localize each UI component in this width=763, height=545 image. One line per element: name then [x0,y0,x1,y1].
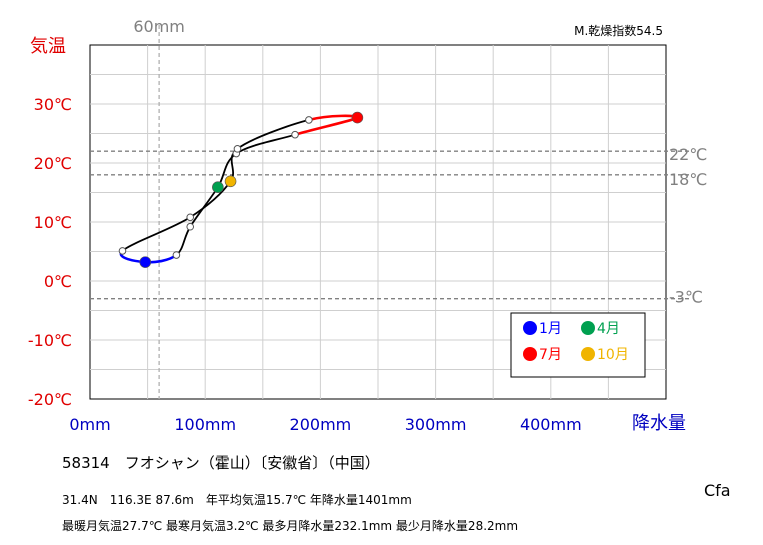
series-segment [236,119,310,150]
grid [90,45,666,399]
month-point-11 [186,213,195,222]
y-tick-label: -20℃ [28,390,72,409]
month-point-3 [186,222,195,231]
month-point-9 [233,145,242,153]
station-summary: 31.4N 116.3E 87.6m 年平均気温15.7℃ 年降水量1401mm [62,493,412,507]
y-tick-label: 10℃ [34,213,72,232]
month-point-7 [351,111,364,124]
month-point-12 [118,247,127,255]
x-tick-label: 300mm [405,415,467,434]
y-tick-label: 30℃ [34,95,72,114]
legend-marker-apr [581,321,595,335]
month-point-6 [291,130,299,139]
x-axis-label: 降水量 [632,413,686,434]
data-points [118,111,364,268]
x-tick-labels: 0mm 100mm 200mm 300mm 400mm [69,415,581,434]
temperature-threshold-label: 22℃ [669,145,707,164]
legend-label-apr: 4月 [597,321,620,337]
legend-label-oct: 10月 [597,347,629,363]
month-point-8 [305,116,313,124]
y-tick-label: 0℃ [44,272,72,291]
x-tick-label: 0mm [69,415,110,434]
month-point-2 [172,251,181,259]
dry-threshold-label: 60mm [133,17,185,36]
month-point-1 [139,256,152,268]
koppen-class: Cfa [704,481,731,500]
legend-label-jan: 1月 [539,321,562,337]
legend: 1月 4月 7月 10月 [510,312,646,378]
temperature-threshold-label: -3℃ [669,288,703,307]
dryness-index: M.乾燥指数54.5 [574,23,663,38]
station-extremes: 最暖月気温27.7℃ 最寒月気温3.2℃ 最多月降水量232.1mm 最少月降水… [62,519,519,533]
y-tick-label: -10℃ [28,331,72,350]
month-point-4 [212,181,224,193]
y-tick-labels: 30℃ 20℃ 10℃ 0℃ -10℃ -20℃ [28,95,72,409]
y-axis-label: 気温 [30,36,66,57]
x-tick-label: 100mm [174,415,236,434]
station-heading: 58314 フオシャン（霍山）〔安徽省〕（中国） [62,454,380,472]
legend-label-jul: 7月 [539,347,562,363]
reference-lines: 60mm 22℃ 18℃ -3℃ [90,17,707,399]
legend-marker-oct [581,347,595,361]
y-tick-label: 20℃ [34,154,72,173]
legend-marker-jul [523,347,537,361]
x-tick-label: 200mm [290,415,352,434]
legend-marker-jan [523,321,537,335]
temperature-threshold-label: 18℃ [669,170,707,189]
month-point-10 [224,175,237,188]
series-segment [121,216,191,252]
x-tick-label: 400mm [520,415,582,434]
